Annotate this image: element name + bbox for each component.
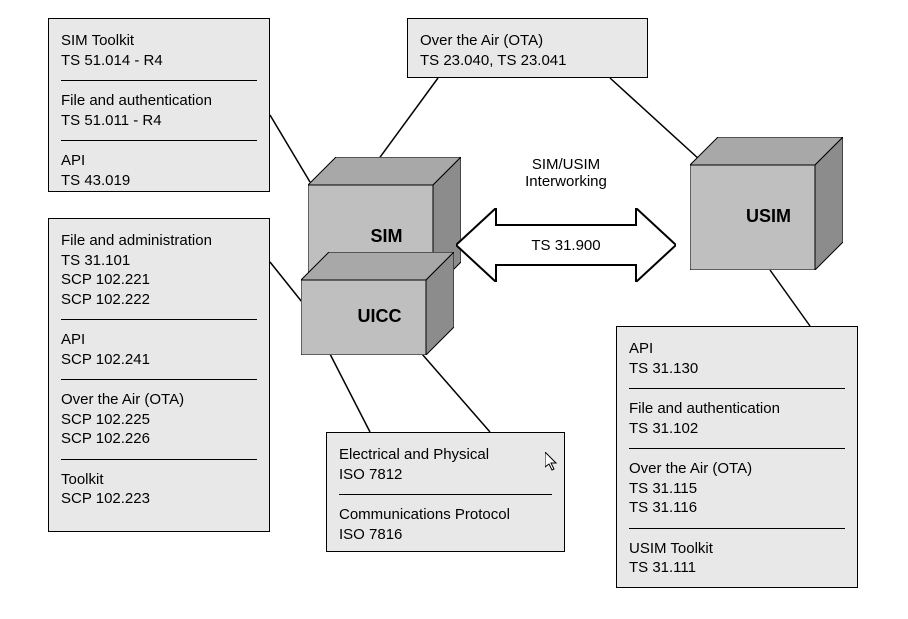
spec-section: Over the Air (OTA)TS 23.040, TS 23.041: [420, 27, 635, 74]
spec-section-title: Toolkit: [61, 470, 257, 490]
spec-section: File and authenticationTS 51.011 - R4: [61, 87, 257, 134]
spec-section-title: API: [61, 330, 257, 350]
spec-section: APISCP 102.241: [61, 326, 257, 373]
section-divider: [61, 80, 257, 81]
spec-line: ISO 7816: [339, 525, 552, 545]
uicc-left-spec-box: File and administrationTS 31.101SCP 102.…: [48, 218, 270, 532]
mouse-cursor-icon: [545, 452, 559, 477]
sim-spec-box: SIM ToolkitTS 51.014 - R4 File and authen…: [48, 18, 270, 192]
spec-line: TS 31.102: [629, 419, 845, 439]
usim-cube: USIM: [690, 137, 843, 270]
section-divider: [339, 494, 552, 495]
spec-line: TS 43.019: [61, 171, 257, 191]
spec-section: ToolkitSCP 102.223: [61, 466, 257, 513]
interworking-arrow: TS 31.900: [456, 208, 676, 287]
spec-section: SIM ToolkitTS 51.014 - R4: [61, 27, 257, 74]
spec-line: TS 31.130: [629, 359, 845, 379]
spec-section: File and administrationTS 31.101SCP 102.…: [61, 227, 257, 313]
section-divider: [61, 459, 257, 460]
spec-section-title: Over the Air (OTA): [61, 390, 257, 410]
spec-line: TS 31.116: [629, 498, 845, 518]
section-divider: [61, 319, 257, 320]
spec-section: Communications ProtocolISO 7816: [339, 501, 552, 548]
spec-section: USIM ToolkitTS 31.111: [629, 535, 845, 582]
spec-section: APITS 31.130: [629, 335, 845, 382]
spec-section-title: Communications Protocol: [339, 505, 552, 525]
section-divider: [629, 388, 845, 389]
ota-spec-box: Over the Air (OTA)TS 23.040, TS 23.041: [407, 18, 648, 78]
section-divider: [61, 379, 257, 380]
sim-cube-label: SIM: [347, 226, 427, 247]
usim-spec-box: APITS 31.130File and authenticationTS 31…: [616, 326, 858, 588]
spec-section: Over the Air (OTA)TS 31.115TS 31.116: [629, 455, 845, 522]
spec-section: Electrical and PhysicalISO 7812: [339, 441, 552, 488]
spec-line: SCP 102.223: [61, 489, 257, 509]
spec-section-title: File and administration: [61, 231, 257, 251]
spec-line: TS 51.014 - R4: [61, 51, 257, 71]
uicc-bottom-spec-box: Electrical and PhysicalISO 7812 Communica…: [326, 432, 565, 552]
interworking-title: SIM/USIMInterworking: [506, 156, 626, 190]
spec-line: TS 23.040, TS 23.041: [420, 51, 635, 71]
spec-line: SCP 102.222: [61, 290, 257, 310]
diagram-canvas: { "colors": { "background": "#ffffff", "…: [0, 0, 908, 619]
spec-line: TS 31.111: [629, 558, 845, 578]
spec-section: File and authenticationTS 31.102: [629, 395, 845, 442]
arrow-body-label: TS 31.900: [531, 237, 600, 254]
spec-section-title: USIM Toolkit: [629, 539, 845, 559]
spec-section: APITS 43.019: [61, 147, 257, 194]
uicc-cube-label: UICC: [340, 306, 420, 327]
spec-section-title: File and authentication: [61, 91, 257, 111]
spec-line: SCP 102.221: [61, 270, 257, 290]
spec-line: SCP 102.226: [61, 429, 257, 449]
spec-section-title: Electrical and Physical: [339, 445, 552, 465]
section-divider: [61, 140, 257, 141]
spec-section: Over the Air (OTA)SCP 102.225SCP 102.226: [61, 386, 257, 453]
spec-section-title: File and authentication: [629, 399, 845, 419]
section-divider: [629, 448, 845, 449]
section-divider: [629, 528, 845, 529]
spec-section-title: SIM Toolkit: [61, 31, 257, 51]
spec-line: TS 31.115: [629, 479, 845, 499]
spec-line: SCP 102.241: [61, 350, 257, 370]
spec-line: TS 51.011 - R4: [61, 111, 257, 131]
spec-line: SCP 102.225: [61, 410, 257, 430]
spec-section-title: Over the Air (OTA): [420, 31, 635, 51]
uicc-cube: UICC: [301, 252, 454, 355]
spec-line: ISO 7812: [339, 465, 552, 485]
spec-section-title: API: [629, 339, 845, 359]
spec-section-title: Over the Air (OTA): [629, 459, 845, 479]
spec-section-title: API: [61, 151, 257, 171]
usim-cube-label: USIM: [729, 206, 809, 227]
spec-line: TS 31.101: [61, 251, 257, 271]
